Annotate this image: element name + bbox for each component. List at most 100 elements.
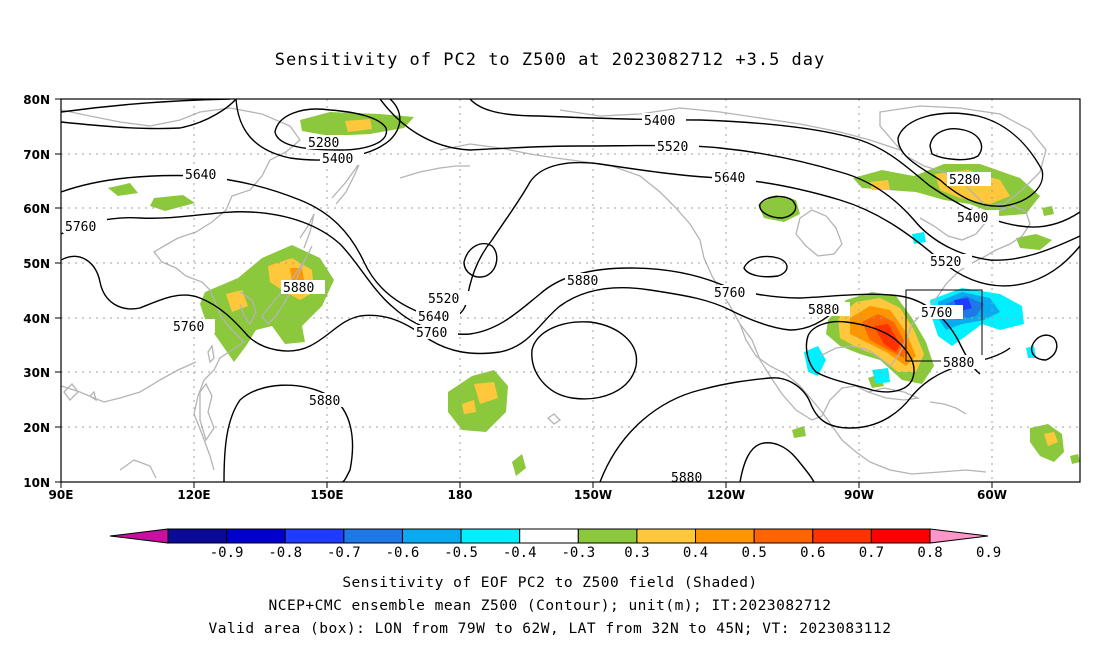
shade-positive-0.3 (1016, 234, 1052, 250)
contour-label: 5400 (642, 113, 686, 129)
contour-labels: 5280 5400 5640 5760 5880 5520 5640 5760 … (65, 113, 999, 486)
lat-label: 70N (23, 148, 50, 162)
lat-label: 30N (23, 366, 50, 380)
svg-text:5400: 5400 (322, 152, 353, 167)
svg-text:5880: 5880 (671, 471, 702, 486)
contour-5280-greenland (929, 128, 983, 161)
colorbar-bin (460, 528, 521, 544)
colorbar-tick-label: -0.6 (386, 545, 420, 561)
contour-5880-east (1030, 334, 1058, 361)
shade-positive-0.3 (448, 370, 508, 432)
colorbar-tick-label: -0.9 (210, 545, 244, 561)
svg-text:5280: 5280 (949, 173, 980, 188)
caption-contour: NCEP+CMC ensemble mean Z500 (Contour); u… (268, 598, 832, 614)
coastline-asia (61, 107, 301, 471)
colorbar-bin (753, 528, 814, 544)
contour-label: 5880 (281, 280, 325, 296)
contour-5760-ne (743, 255, 788, 278)
lon-label: 150W (574, 488, 612, 502)
lat-label: 10N (23, 476, 50, 490)
contour-5640 (61, 161, 1080, 320)
shade-positive-0.3 (1070, 454, 1080, 464)
shade-negative-0.3 (804, 346, 826, 376)
coastline-mexico (739, 323, 869, 421)
longitude-labels: 90E 120E 150E 180 150W 120W 90W 60W (49, 488, 1007, 502)
coastline-gulf (819, 323, 913, 367)
colorbar-bin (284, 528, 345, 544)
coastline-aleutians (399, 165, 470, 179)
colorbar-tick-label: 0.4 (683, 545, 708, 561)
shade-positive-0.4 (226, 290, 248, 312)
colorbar-bin (636, 528, 697, 544)
coastline-arctic-islands (559, 107, 901, 151)
svg-text:5400: 5400 (644, 114, 675, 129)
coastline-japan (261, 245, 313, 325)
svg-text:5760: 5760 (714, 286, 745, 301)
contour-label: 5880 (806, 302, 850, 318)
chart-title: Sensitivity of PC2 to Z500 at 2023082712… (274, 50, 826, 70)
svg-text:5880: 5880 (943, 356, 974, 371)
caption-valid-area: Valid area (box): LON from 79W to 62W, L… (208, 621, 892, 637)
contour-label: 5400 (955, 210, 999, 226)
coastline-sakhalin (299, 213, 315, 249)
contour-5520-nw (759, 195, 797, 219)
svg-text:5640: 5640 (714, 171, 745, 186)
colorbar-tick-label: -0.3 (561, 545, 595, 561)
colorbar-tick-label: -0.4 (503, 545, 537, 561)
coastlines (61, 105, 1047, 479)
colorbar-tick-label: 0.7 (859, 545, 884, 561)
sensitivity-shading (108, 112, 1080, 476)
coastline-borneo (119, 459, 157, 479)
colorbar-bin (343, 528, 403, 544)
svg-text:5760: 5760 (921, 306, 952, 321)
svg-text:5520: 5520 (428, 292, 459, 307)
contour-label: 5880 (565, 273, 609, 289)
svg-text:5520: 5520 (930, 255, 961, 270)
contour-label: 5640 (416, 309, 460, 325)
lon-label: 60W (977, 488, 1007, 502)
colorbar-bin (695, 528, 755, 544)
colorbar: -0.9 -0.8 -0.7 -0.6 -0.5 -0.4 -0.3 0.3 0.4 0.5 0.6… (109, 528, 1001, 561)
contour-label: 5520 (655, 139, 699, 155)
coastline-taiwan (207, 344, 215, 364)
coastline-hudson (795, 209, 843, 257)
shade-positive-0.3 (512, 454, 526, 476)
coastline-alaska (439, 143, 871, 463)
shade-positive-0.4 (462, 400, 476, 414)
coastline-hawaii (546, 413, 562, 425)
shade-positive-0.4 (345, 119, 372, 132)
contour-label: 5640 (712, 170, 756, 186)
colorbar-bin (519, 528, 579, 544)
lon-label: 90W (844, 488, 874, 502)
contour-5880-america (599, 347, 1011, 482)
colorbar-tick-label: 0.5 (742, 545, 767, 561)
contour-5880-pacific-high (531, 321, 638, 400)
lat-label: 50N (23, 257, 50, 271)
contour-label: 5880 (307, 393, 351, 409)
svg-text:5280: 5280 (308, 136, 339, 151)
shade-positive-0.3 (1042, 206, 1054, 216)
contour-label: 5760 (712, 285, 756, 301)
contour-5280-closed (274, 108, 388, 151)
coastline-islands-w (63, 383, 79, 401)
latitude-labels: 80N 70N 60N 50N 40N 30N 20N 10N (23, 93, 50, 490)
lat-label: 60N (23, 202, 50, 216)
colorbar-bin (812, 528, 872, 544)
contour-label: 5880 (669, 470, 713, 486)
coastline-philippines (199, 382, 215, 442)
contour-label: 5280 (306, 135, 350, 151)
coastline-cuba (865, 387, 921, 401)
contour-label: 5880 (941, 355, 985, 371)
colorbar-tick-label: -0.5 (444, 545, 478, 561)
colorbar-tick-label: 0.9 (976, 545, 1001, 561)
svg-text:5760: 5760 (65, 220, 96, 235)
colorbar-below-min-triangle (109, 528, 169, 544)
shade-positive-0.3 (108, 183, 138, 196)
svg-text:5640: 5640 (185, 168, 216, 183)
colorbar-above-max-triangle (929, 528, 989, 544)
svg-text:5880: 5880 (283, 281, 314, 296)
contour-5880-low-east (739, 442, 815, 482)
svg-text:5880: 5880 (808, 303, 839, 318)
contour-label: 5760 (171, 319, 215, 335)
colorbar-bin (401, 528, 462, 544)
